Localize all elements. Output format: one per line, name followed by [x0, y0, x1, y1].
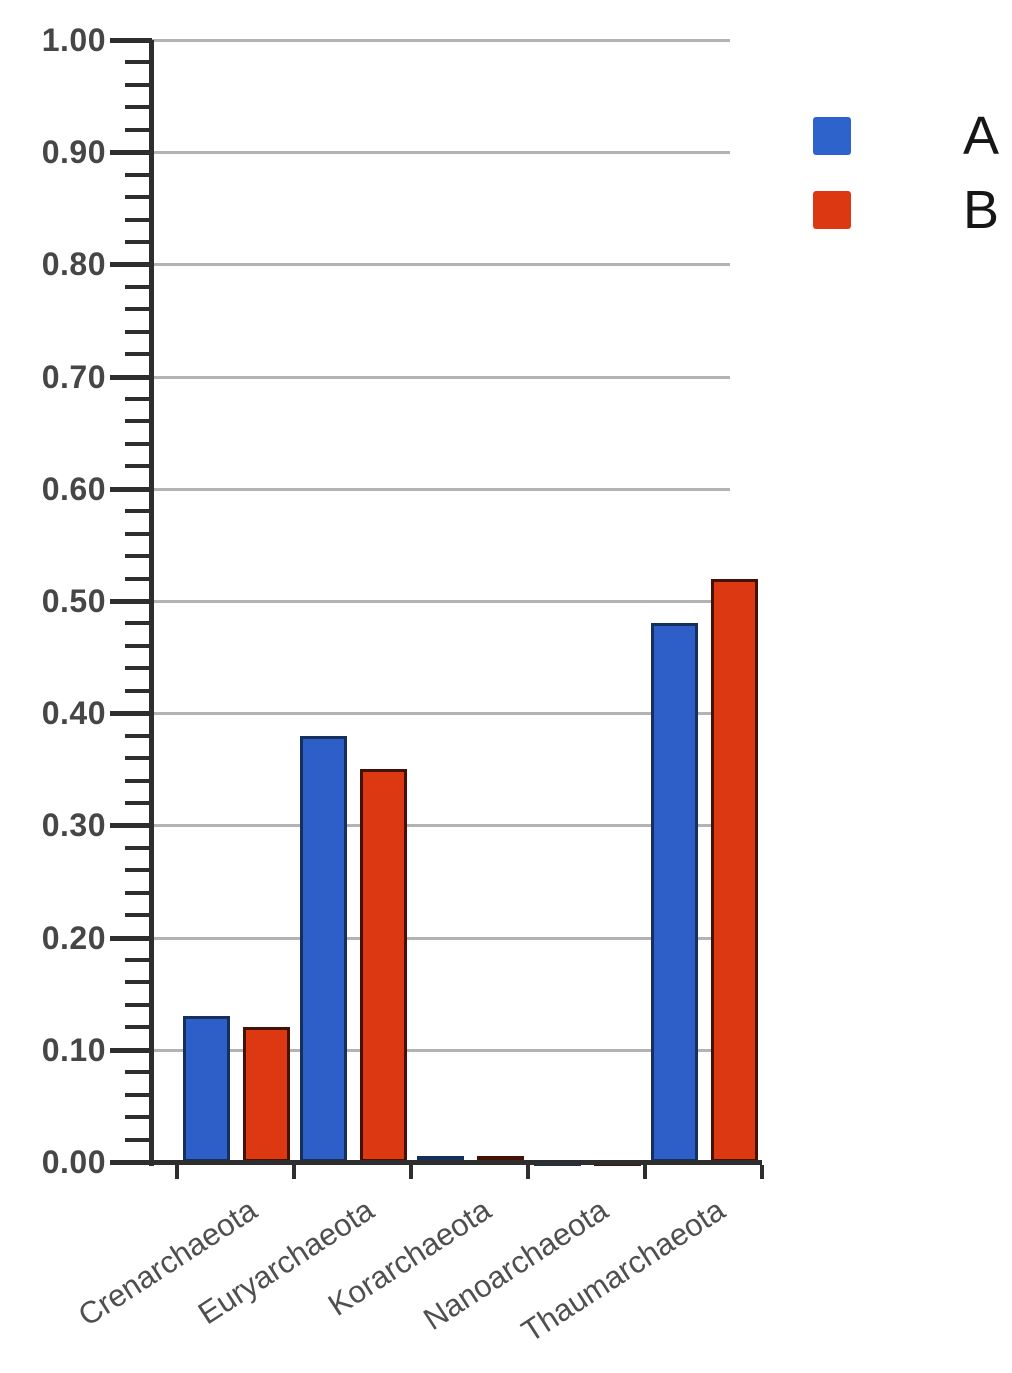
y-minor-tick	[125, 217, 152, 222]
y-minor-tick	[125, 105, 152, 110]
y-minor-tick	[125, 441, 152, 446]
y-minor-tick	[125, 576, 152, 581]
gridline	[152, 375, 730, 379]
y-minor-tick	[125, 666, 152, 671]
y-minor-tick	[125, 756, 152, 761]
x-axis-line	[110, 1160, 762, 1165]
x-axis-tick	[643, 1165, 647, 1179]
y-minor-tick	[125, 1070, 152, 1075]
y-minor-tick	[125, 913, 152, 918]
legend-item-b: B	[813, 180, 1000, 240]
y-minor-tick	[125, 464, 152, 469]
y-minor-tick	[125, 195, 152, 200]
y-major-tick	[110, 823, 152, 829]
y-minor-tick	[125, 688, 152, 693]
bar-a-crenarchaeota	[183, 1016, 230, 1162]
y-minor-tick	[125, 239, 152, 244]
y-major-tick	[110, 711, 152, 717]
y-major-tick	[110, 935, 152, 941]
gridline	[152, 936, 730, 940]
y-axis-tick-label: 0.50	[41, 583, 106, 619]
x-axis-tick	[175, 1165, 179, 1179]
y-minor-tick	[125, 868, 152, 873]
legend: A B	[813, 106, 1000, 240]
y-axis-tick-label: 0.40	[41, 695, 106, 732]
y-minor-tick	[125, 307, 152, 312]
y-major-tick	[110, 1047, 152, 1053]
gridline	[152, 600, 730, 603]
y-axis-tick-label: 0.80	[41, 246, 106, 283]
gridline	[152, 263, 730, 267]
gridline	[152, 1048, 730, 1052]
bar-a-euryarchaeota	[300, 736, 347, 1162]
y-minor-tick	[125, 127, 152, 132]
y-minor-tick	[125, 509, 152, 514]
y-minor-tick	[125, 958, 152, 963]
y-minor-tick	[125, 397, 152, 402]
bar-b-euryarchaeota	[360, 769, 407, 1162]
y-major-tick	[110, 486, 152, 492]
legend-swatch-a	[813, 117, 851, 155]
y-major-tick	[110, 374, 152, 380]
y-minor-tick	[125, 1002, 152, 1007]
y-minor-tick	[125, 329, 152, 334]
legend-swatch-b	[813, 191, 851, 229]
legend-item-a: A	[813, 106, 1000, 166]
y-minor-tick	[125, 284, 152, 289]
y-minor-tick	[125, 60, 152, 65]
y-axis-tick-label: 0.30	[41, 807, 106, 844]
y-minor-tick	[125, 800, 152, 805]
y-minor-tick	[125, 531, 152, 536]
y-minor-tick	[125, 621, 152, 626]
y-minor-tick	[125, 1025, 152, 1030]
x-axis-tick	[292, 1165, 296, 1179]
y-minor-tick	[125, 352, 152, 357]
y-minor-tick	[125, 980, 152, 985]
x-axis-tick	[526, 1165, 530, 1179]
y-minor-tick	[125, 845, 152, 850]
gridline	[152, 151, 730, 155]
bar-b-crenarchaeota	[243, 1027, 290, 1162]
y-minor-tick	[125, 733, 152, 738]
y-major-tick	[110, 262, 152, 268]
y-axis-tick-label: 0.70	[41, 358, 106, 395]
y-minor-tick	[125, 419, 152, 424]
y-minor-tick	[125, 890, 152, 895]
y-minor-tick	[125, 1115, 152, 1120]
gridline	[152, 712, 730, 716]
gridline	[152, 487, 730, 491]
y-axis-tick-label: 0.10	[41, 1031, 106, 1068]
gridline	[152, 824, 730, 828]
y-axis-tick-label: 0.00	[41, 1144, 106, 1180]
y-minor-tick	[125, 554, 152, 559]
gridline	[152, 39, 730, 42]
y-major-tick	[110, 150, 152, 156]
y-axis-tick-label: 0.20	[41, 919, 106, 956]
legend-label-b: B	[963, 180, 1000, 240]
y-minor-tick	[125, 643, 152, 648]
bar-a-thaumarchaeota	[651, 623, 698, 1162]
y-minor-tick	[125, 1092, 152, 1097]
y-minor-tick	[125, 1137, 152, 1142]
y-major-tick	[110, 38, 152, 43]
bar-b-thaumarchaeota	[711, 579, 758, 1162]
y-axis-tick-label: 0.90	[41, 134, 106, 171]
y-minor-tick	[125, 778, 152, 783]
x-axis-tick	[409, 1165, 413, 1179]
y-minor-tick	[125, 82, 152, 87]
y-axis-tick-label: 0.60	[41, 470, 106, 507]
y-minor-tick	[125, 172, 152, 177]
y-major-tick	[110, 599, 152, 604]
x-axis-tick	[760, 1165, 764, 1179]
legend-label-a: A	[963, 106, 1000, 166]
y-axis-tick-label: 1.00	[41, 22, 106, 58]
